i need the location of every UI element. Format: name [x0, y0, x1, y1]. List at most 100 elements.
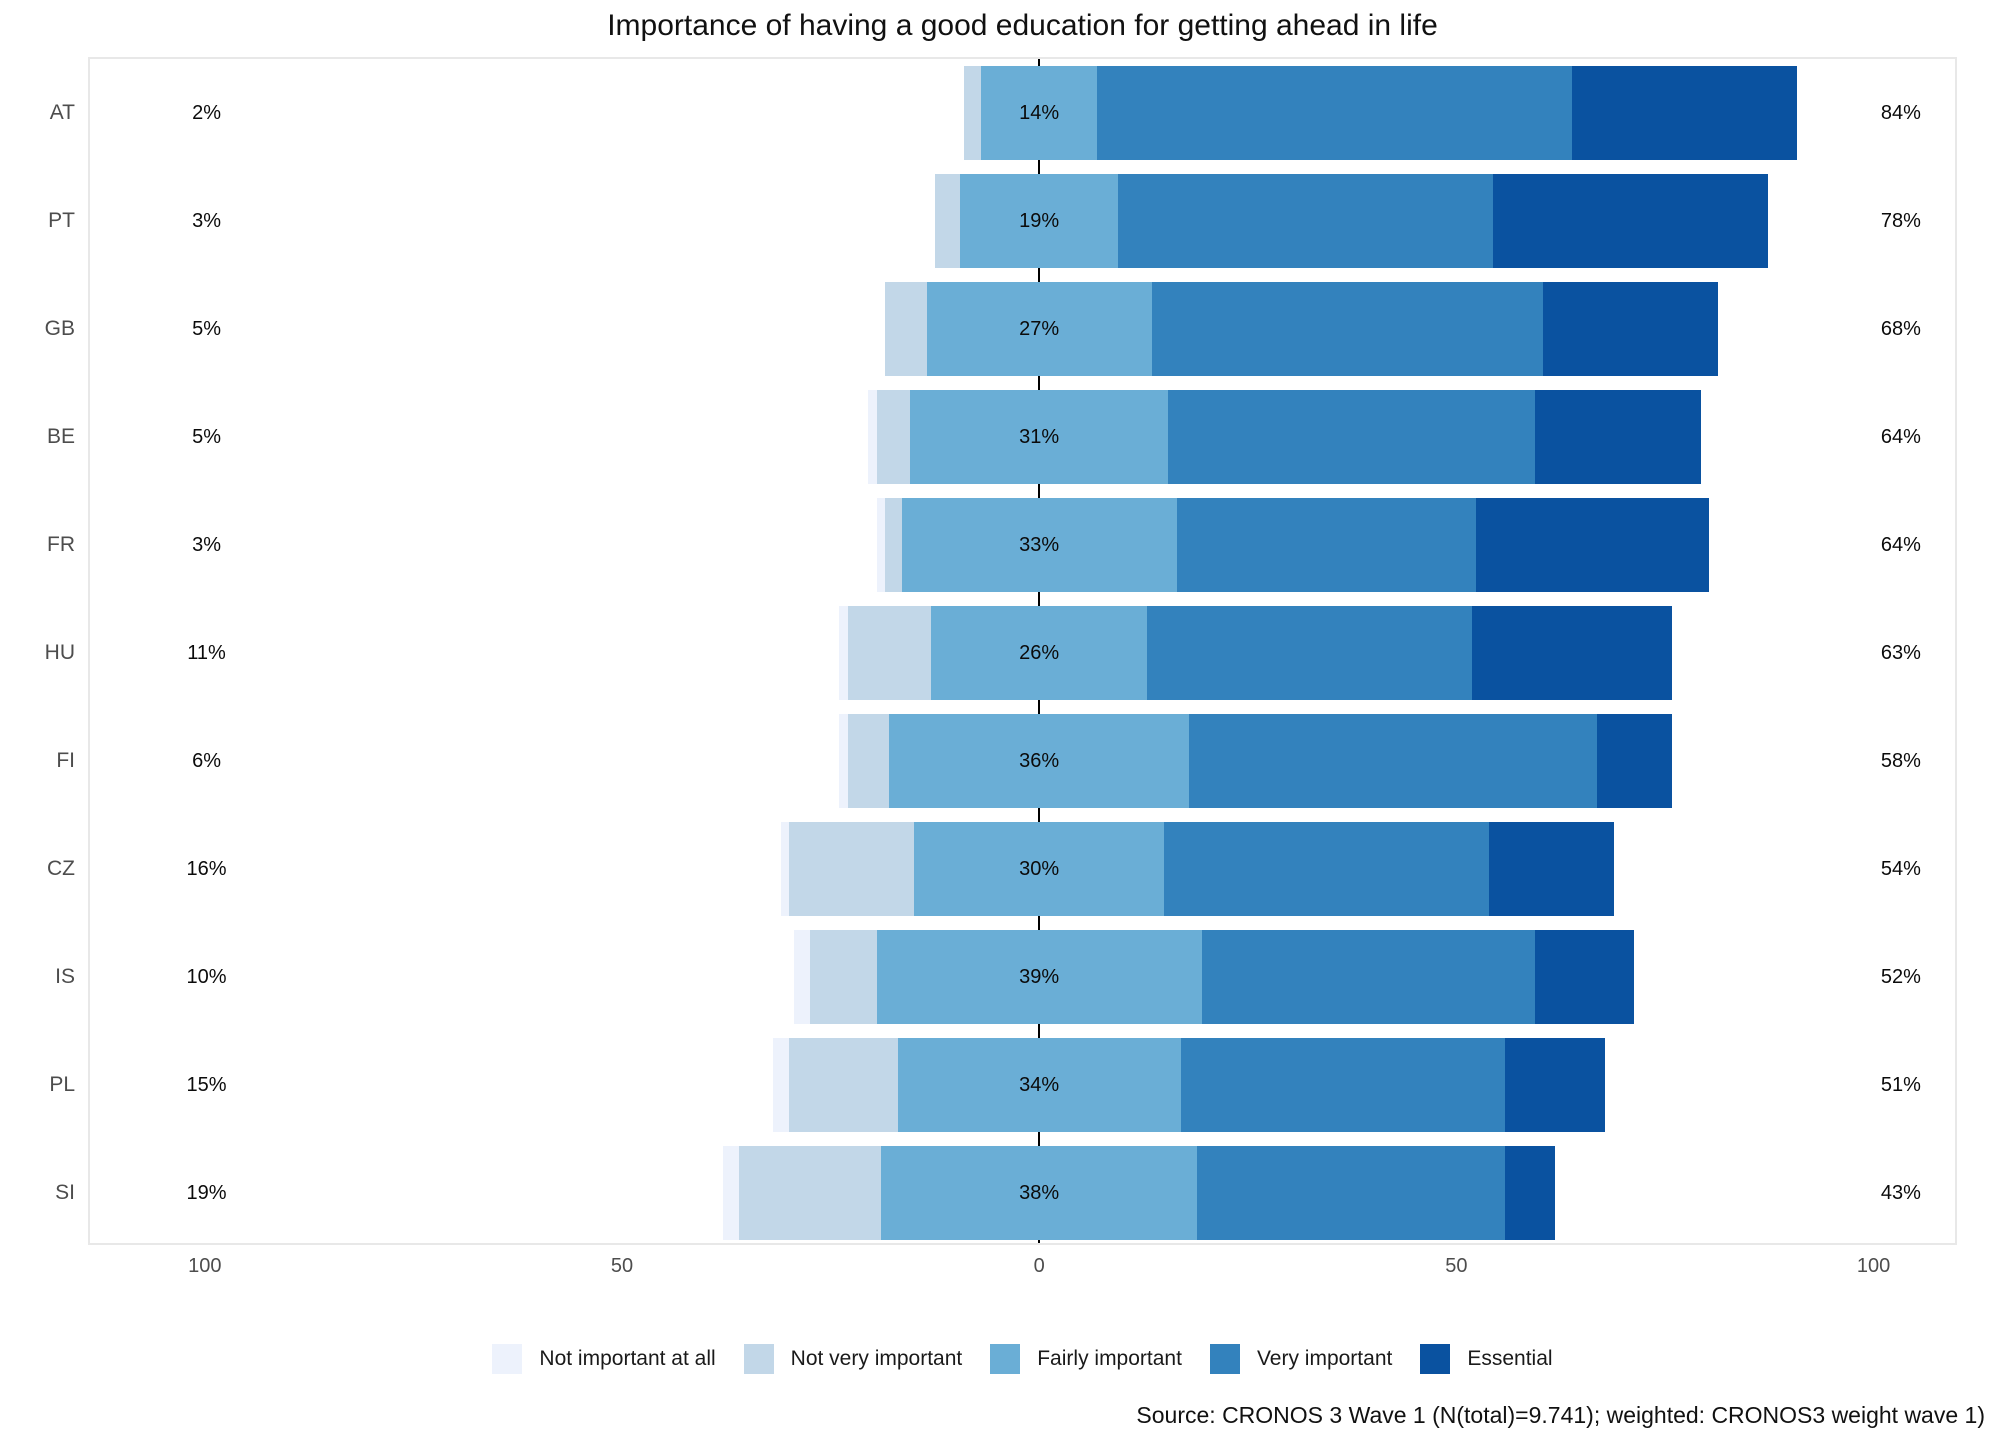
value-label-left-is: 10%: [186, 966, 227, 988]
value-label-center-be: 31%: [1019, 426, 1060, 448]
bar-segment-fairly-important-fi: [889, 714, 1189, 808]
bar-segment-essential-cz: [1488, 822, 1614, 916]
legend-label-very-important: Very important: [1256, 1347, 1393, 1370]
source-note: Source: CRONOS 3 Wave 1 (N(total)=9.741)…: [1136, 1402, 1985, 1428]
x-tick-100-neg: 100: [188, 1255, 222, 1277]
bar-segment-essential-be: [1534, 390, 1702, 484]
bar-segment-not-important-at-all-fi: [839, 714, 848, 808]
bar-segment-fairly-important-pl: [897, 1038, 1181, 1132]
x-tick-50-pos: 50: [1445, 1255, 1468, 1277]
value-label-right-pl: 51%: [1880, 1074, 1921, 1096]
bar-row-gb: GB 5% 27% 68%: [45, 275, 1955, 383]
bar-segment-very-important-fr: [1176, 498, 1477, 592]
value-label-left-be: 5%: [192, 426, 222, 448]
legend: Not important at all Not very important Fa…: [88, 1344, 1957, 1374]
bar-segment-essential-hu: [1472, 606, 1672, 700]
bar-segment-fairly-important-at: [980, 66, 1098, 160]
bar-segment-not-very-important-gb: [885, 282, 927, 376]
x-tick-50-neg: 50: [610, 1255, 634, 1277]
value-label-right-si: 43%: [1880, 1182, 1921, 1204]
bar-segment-essential-si: [1505, 1146, 1556, 1240]
bar-segment-fairly-important-is: [876, 930, 1202, 1024]
bar-row-pl: PL 15% 34% 51%: [49, 1031, 1955, 1139]
bar-segment-not-very-important-pl: [789, 1038, 898, 1132]
bar-segment-very-important-gb: [1151, 282, 1543, 376]
country-label-fi: FI: [56, 749, 75, 772]
value-label-left-cz: 16%: [186, 858, 227, 880]
value-label-left-fi: 6%: [192, 750, 222, 772]
value-label-left-si: 19%: [186, 1182, 227, 1204]
bar-row-cz: CZ 16% 30% 54%: [47, 815, 1955, 923]
bar-segment-very-important-be: [1168, 390, 1535, 484]
bar-row-hu: HU 11% 26% 63%: [45, 599, 1955, 707]
bar-segment-very-important-pt: [1118, 174, 1493, 268]
country-label-fr: FR: [47, 533, 75, 556]
bar-row-be: BE 5% 31% 64%: [47, 383, 1955, 491]
value-label-center-gb: 27%: [1019, 318, 1060, 340]
bar-segment-fairly-important-pt: [960, 174, 1119, 268]
bar-segment-very-important-at: [1097, 66, 1572, 160]
value-label-center-hu: 26%: [1019, 642, 1060, 664]
bar-row-at: AT 2% 14% 84%: [50, 59, 1955, 167]
bar-segment-not-very-important-at: [964, 66, 981, 160]
bar-segment-essential-pt: [1492, 174, 1768, 268]
bar-segment-fairly-important-fr: [901, 498, 1177, 592]
country-label-at: AT: [49, 101, 75, 124]
value-label-center-pt: 19%: [1019, 210, 1060, 232]
value-label-center-si: 38%: [1019, 1182, 1060, 1204]
bar-segment-not-important-at-all-fr: [876, 498, 886, 592]
bar-segment-very-important-pl: [1180, 1038, 1506, 1132]
value-label-left-gb: 5%: [192, 318, 222, 340]
legend-item-fairly-important: Fairly important: [990, 1344, 1182, 1374]
country-label-pl: PL: [49, 1073, 75, 1096]
country-label-be: BE: [46, 425, 75, 448]
bar-segment-very-important-cz: [1164, 822, 1489, 916]
bar-segment-not-very-important-si: [739, 1146, 881, 1240]
legend-label-not-important-at-all: Not important at all: [539, 1347, 716, 1370]
value-label-left-pl: 15%: [186, 1074, 227, 1096]
bar-segment-not-very-important-be: [876, 390, 911, 484]
bar-segment-fairly-important-si: [880, 1146, 1198, 1240]
legend-swatch-not-important-at-all: [492, 1344, 523, 1374]
bar-segment-essential-fr: [1476, 498, 1710, 592]
value-label-right-at: 84%: [1880, 102, 1921, 124]
value-label-right-fr: 64%: [1880, 534, 1921, 556]
bar-segment-very-important-hu: [1147, 606, 1473, 700]
legend-swatch-not-very-important: [743, 1344, 774, 1374]
legend-item-not-important-at-all: Not important at all: [492, 1344, 716, 1374]
legend-swatch-fairly-important: [990, 1344, 1021, 1374]
value-label-center-is: 39%: [1019, 966, 1060, 988]
bar-row-fr: FR 3% 33% 64%: [47, 491, 1955, 599]
value-label-center-pl: 34%: [1019, 1074, 1060, 1096]
bar-segment-not-important-at-all-hu: [839, 606, 848, 700]
legend-label-essential: Essential: [1467, 1347, 1553, 1370]
value-label-left-pt: 3%: [192, 210, 222, 232]
bar-segment-fairly-important-gb: [926, 282, 1152, 376]
value-label-right-fi: 58%: [1880, 750, 1921, 772]
bar-row-fi: FI 6% 36% 58%: [56, 707, 1955, 815]
value-label-left-fr: 3%: [192, 534, 222, 556]
x-tick-0: 0: [1033, 1255, 1045, 1277]
bar-segment-not-very-important-pt: [935, 174, 961, 268]
bar-segment-not-important-at-all-is: [793, 930, 811, 1024]
value-label-right-is: 52%: [1880, 966, 1921, 988]
legend-item-not-very-important: Not very important: [743, 1344, 962, 1374]
bar-segment-essential-pl: [1505, 1038, 1606, 1132]
bar-segment-not-important-at-all-be: [868, 390, 877, 484]
bar-segment-not-important-at-all-cz: [781, 822, 790, 916]
bar-row-pt: PT 3% 19% 78%: [48, 167, 1955, 275]
bar-segment-not-very-important-fr: [885, 498, 902, 592]
bar-segment-fairly-important-cz: [914, 822, 1165, 916]
bar-segment-not-important-at-all-pl: [772, 1038, 790, 1132]
value-label-left-at: 2%: [192, 102, 222, 124]
bar-segment-not-very-important-fi: [847, 714, 890, 808]
value-label-center-fr: 33%: [1019, 534, 1060, 556]
value-label-center-fi: 36%: [1019, 750, 1060, 772]
legend-swatch-very-important: [1209, 1344, 1240, 1374]
x-axis: 100 50 0 50 100: [88, 1251, 1957, 1281]
bar-segment-essential-gb: [1542, 282, 1718, 376]
bar-segment-essential-at: [1572, 66, 1797, 160]
value-label-left-hu: 11%: [187, 642, 226, 664]
chart-title: Importance of having a good education fo…: [607, 9, 1438, 42]
